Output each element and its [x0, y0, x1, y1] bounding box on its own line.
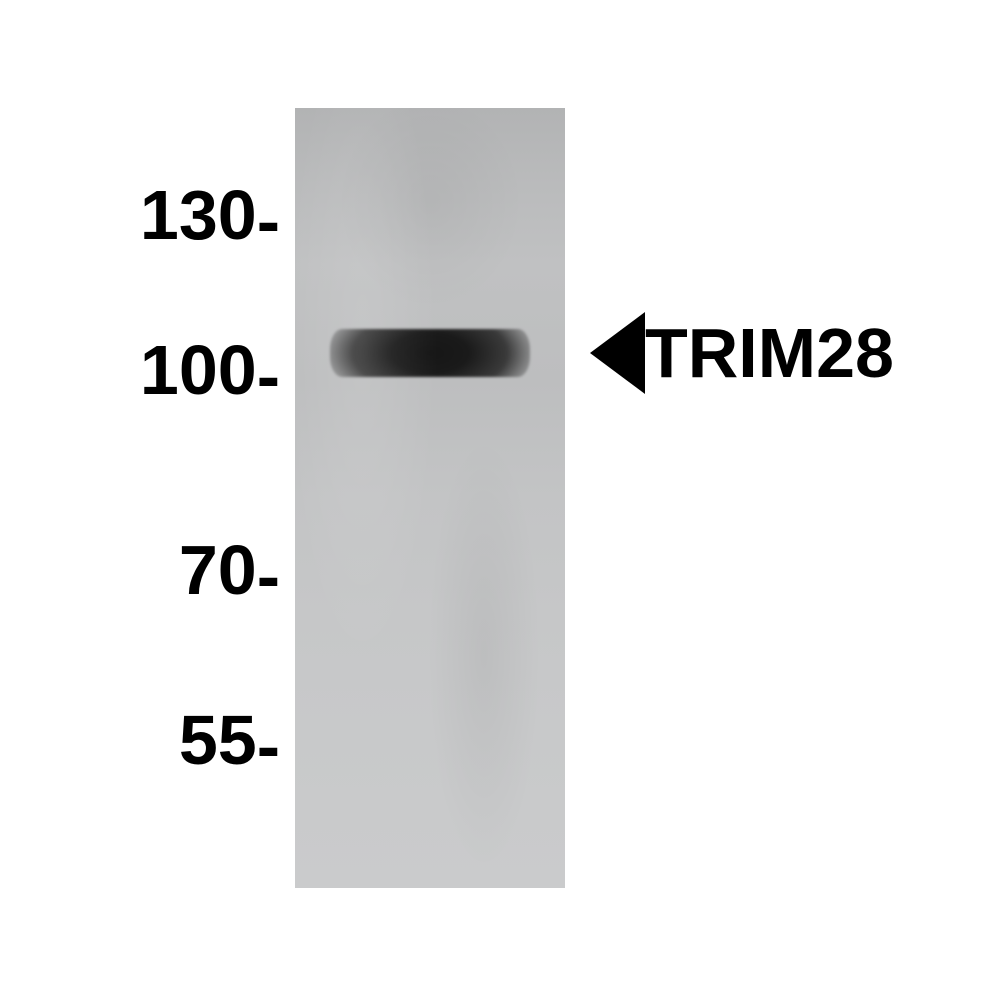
mw-marker-tick: - — [257, 341, 280, 411]
mw-marker-tick: - — [257, 186, 280, 256]
protein-label: TRIM28 — [590, 312, 894, 394]
mw-marker-value: 130 — [140, 176, 257, 254]
protein-band — [330, 329, 530, 377]
western-blot-figure: 130- 100- 70- 55- TRIM28 — [0, 0, 1000, 1000]
mw-marker-55: 55- — [179, 705, 280, 781]
mw-marker-value: 55 — [179, 701, 257, 779]
blot-lane — [295, 108, 565, 888]
mw-marker-tick: - — [257, 711, 280, 781]
protein-label-text: TRIM28 — [645, 313, 894, 393]
mw-marker-value: 100 — [140, 331, 257, 409]
mw-marker-100: 100- — [140, 335, 280, 411]
arrowhead-left-icon — [590, 312, 645, 394]
mw-marker-70: 70- — [179, 535, 280, 611]
mw-marker-value: 70 — [179, 531, 257, 609]
mw-marker-130: 130- — [140, 180, 280, 256]
mw-marker-tick: - — [257, 541, 280, 611]
